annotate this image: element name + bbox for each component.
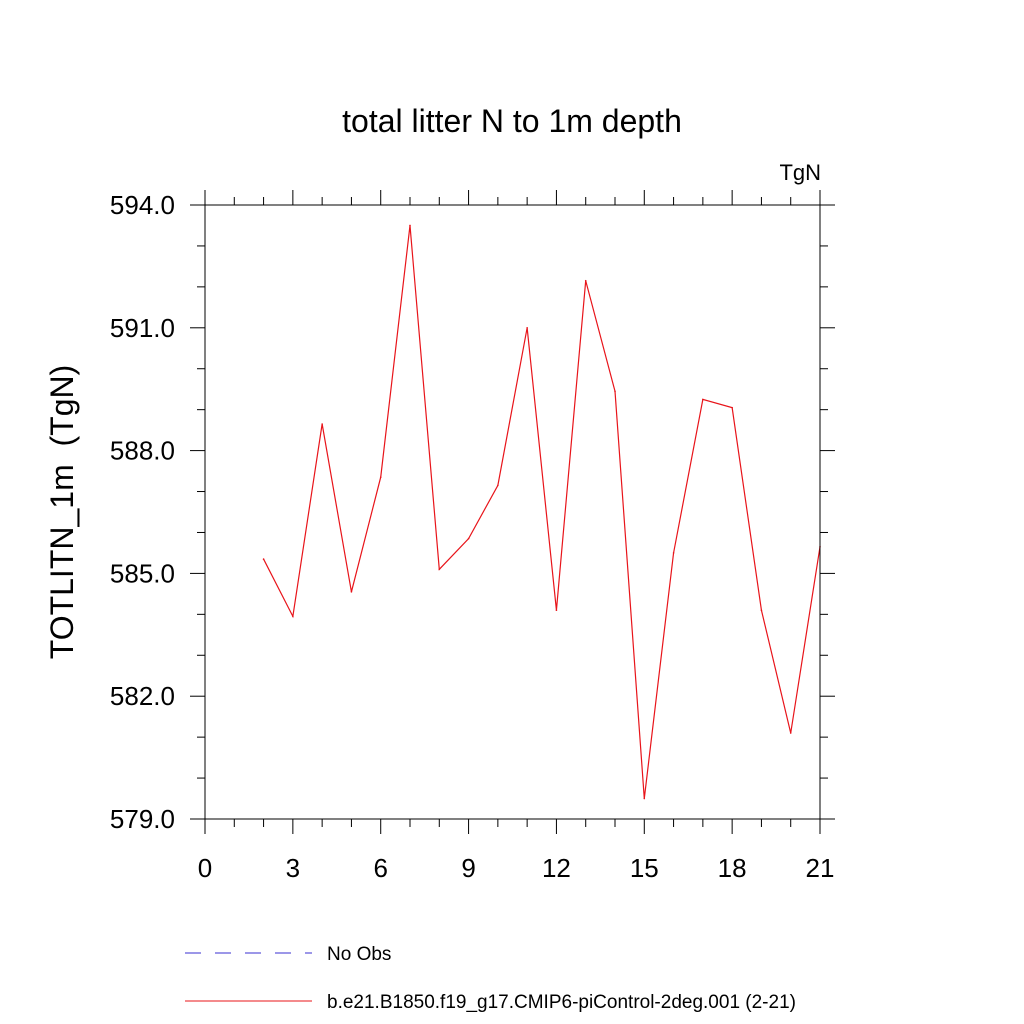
data-point — [614, 390, 616, 393]
x-tick-label: 15 — [630, 853, 659, 883]
legend-label: No Obs — [327, 944, 391, 965]
chart-title: total litter N to 1m depth — [342, 103, 682, 139]
y-tick-label: 594.0 — [110, 190, 175, 220]
data-point — [584, 279, 587, 282]
y-tick-label: 591.0 — [110, 313, 175, 343]
units-label: TgN — [779, 160, 821, 185]
x-tick-label: 18 — [718, 853, 747, 883]
data-point — [672, 552, 675, 554]
data-point — [702, 398, 704, 401]
axis-ticks: 0 3 6 9 12 15 18 21 579.0 582.0 585.0 588.0 591.0 594… — [110, 190, 835, 883]
series-line-1 — [263, 225, 821, 799]
data-point — [292, 615, 294, 618]
data-point — [555, 609, 558, 612]
x-tick-label: 9 — [461, 853, 475, 883]
x-tick-label: 21 — [806, 853, 835, 883]
data-point — [731, 406, 733, 409]
legend-label: b.e21.B1850.f19_g17.CMIP6-piControl-2deg… — [327, 992, 796, 1013]
x-tick-label: 3 — [286, 853, 300, 883]
data-point — [262, 558, 265, 560]
x-tick-label: 0 — [198, 853, 212, 883]
data-point — [321, 423, 323, 425]
y-tick-label: 582.0 — [110, 681, 175, 711]
legend: No Obs b.e21.B1850.f19_g17.CMIP6-piContro… — [185, 944, 796, 1013]
x-tick-label: 12 — [542, 853, 571, 883]
series-layer — [262, 224, 821, 800]
data-point — [643, 797, 646, 800]
y-axis-label: TOTLITN_1m (TgN) — [44, 365, 80, 660]
data-point — [379, 476, 382, 479]
y-tick-label: 585.0 — [110, 558, 175, 588]
y-tick-label: 579.0 — [110, 804, 175, 834]
data-point — [497, 484, 499, 487]
data-point — [789, 732, 792, 734]
data-point — [409, 224, 411, 227]
data-point — [438, 568, 441, 571]
data-point — [467, 537, 470, 540]
data-point — [526, 327, 528, 329]
data-point — [350, 591, 353, 593]
x-tick-label: 6 — [373, 853, 387, 883]
y-tick-label: 588.0 — [110, 436, 175, 466]
data-point — [760, 609, 763, 612]
plot-frame — [204, 204, 821, 820]
